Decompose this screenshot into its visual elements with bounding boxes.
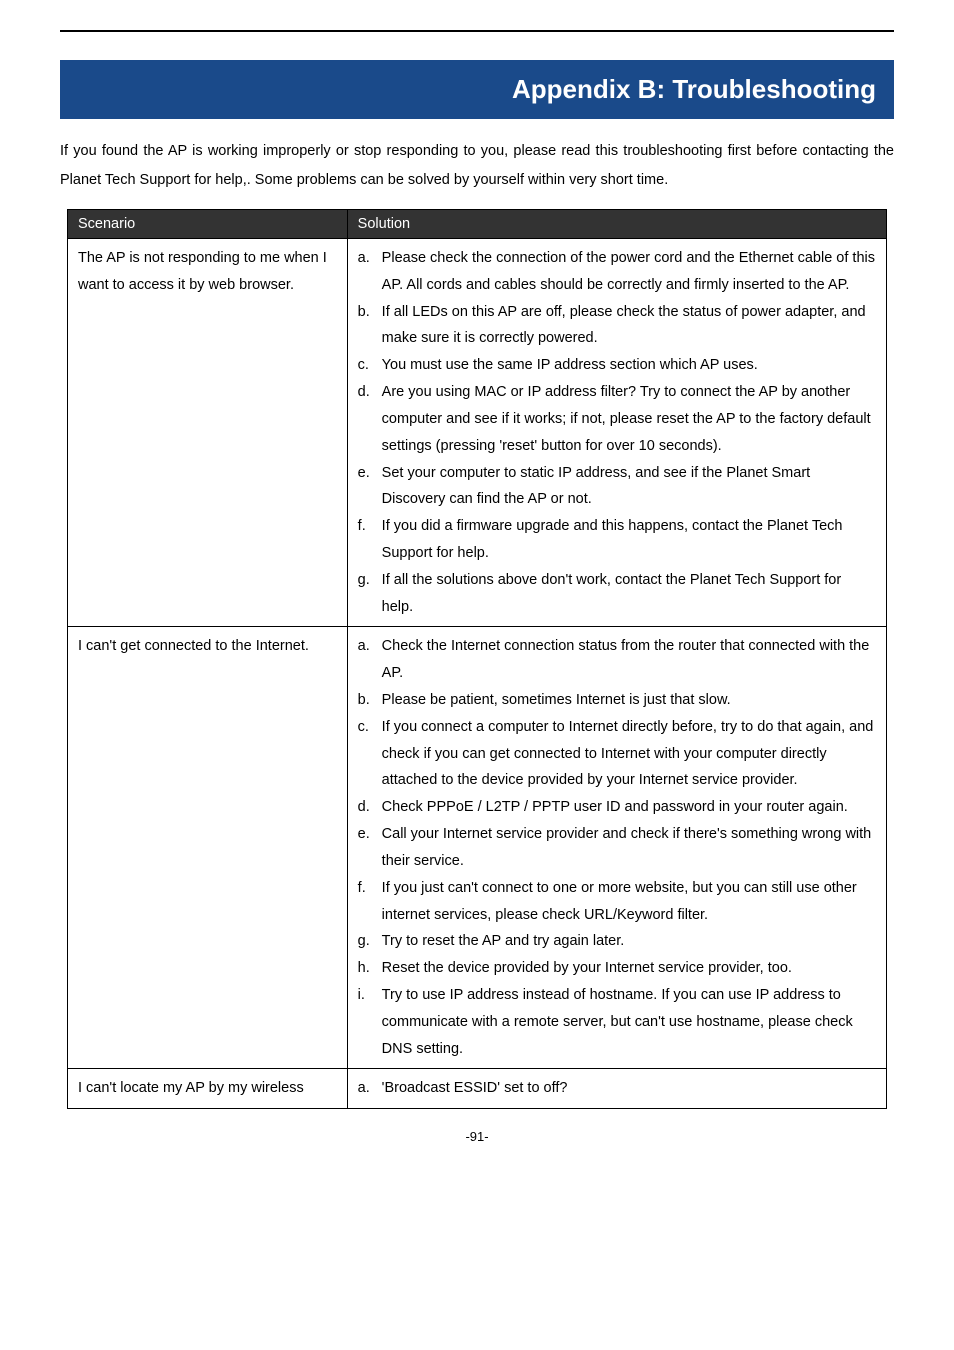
list-marker: c. xyxy=(358,352,382,379)
list-marker: d. xyxy=(358,794,382,821)
solution-item: b.If all LEDs on this AP are off, please… xyxy=(358,299,876,353)
solution-item: a.'Broadcast ESSID' set to off? xyxy=(358,1075,876,1102)
solution-text: If you connect a computer to Internet di… xyxy=(382,714,876,794)
solution-item: e.Set your computer to static IP address… xyxy=(358,460,876,514)
solution-text: Please check the connection of the power… xyxy=(382,245,876,299)
scenario-cell: I can't locate my AP by my wireless xyxy=(68,1069,348,1109)
solution-text: Call your Internet service provider and … xyxy=(382,821,876,875)
list-marker: e. xyxy=(358,460,382,487)
list-marker: f. xyxy=(358,875,382,902)
table-row: The AP is not responding to me when I wa… xyxy=(68,239,887,627)
solution-text: You must use the same IP address section… xyxy=(382,352,876,379)
col-header-scenario: Scenario xyxy=(68,210,348,239)
solution-item: i.Try to use IP address instead of hostn… xyxy=(358,982,876,1062)
solution-list: a.Please check the connection of the pow… xyxy=(358,245,876,620)
solution-item: d.Check PPPoE / L2TP / PPTP user ID and … xyxy=(358,794,876,821)
solution-list: a.Check the Internet connection status f… xyxy=(358,633,876,1062)
solution-cell: a.Please check the connection of the pow… xyxy=(347,239,886,627)
list-marker: g. xyxy=(358,928,382,955)
solution-text: Check PPPoE / L2TP / PPTP user ID and pa… xyxy=(382,794,876,821)
solution-text: Check the Internet connection status fro… xyxy=(382,633,876,687)
list-marker: g. xyxy=(358,567,382,594)
solution-text: Please be patient, sometimes Internet is… xyxy=(382,687,876,714)
list-marker: h. xyxy=(358,955,382,982)
solution-item: a.Check the Internet connection status f… xyxy=(358,633,876,687)
solution-list: a.'Broadcast ESSID' set to off? xyxy=(358,1075,876,1102)
table-row: I can't get connected to the Internet.a.… xyxy=(68,627,887,1069)
solution-item: c.You must use the same IP address secti… xyxy=(358,352,876,379)
solution-item: f.If you did a firmware upgrade and this… xyxy=(358,513,876,567)
list-marker: a. xyxy=(358,1075,382,1102)
list-marker: b. xyxy=(358,299,382,326)
list-marker: a. xyxy=(358,245,382,272)
scenario-cell: The AP is not responding to me when I wa… xyxy=(68,239,348,627)
solution-item: f.If you just can't connect to one or mo… xyxy=(358,875,876,929)
col-header-solution: Solution xyxy=(347,210,886,239)
solution-text: Try to use IP address instead of hostnam… xyxy=(382,982,876,1062)
solution-text: If all the solutions above don't work, c… xyxy=(382,567,876,621)
solution-text: Try to reset the AP and try again later. xyxy=(382,928,876,955)
solution-text: 'Broadcast ESSID' set to off? xyxy=(382,1075,876,1102)
solution-item: a.Please check the connection of the pow… xyxy=(358,245,876,299)
table-row: I can't locate my AP by my wireless a.'Br… xyxy=(68,1069,887,1109)
solution-cell: a.'Broadcast ESSID' set to off? xyxy=(347,1069,886,1109)
scenario-cell: I can't get connected to the Internet. xyxy=(68,627,348,1069)
list-marker: b. xyxy=(358,687,382,714)
list-marker: e. xyxy=(358,821,382,848)
appendix-banner: Appendix B: Troubleshooting xyxy=(60,60,894,119)
solution-item: g.If all the solutions above don't work,… xyxy=(358,567,876,621)
troubleshooting-table: Scenario Solution The AP is not respondi… xyxy=(67,209,887,1109)
solution-text: If you did a firmware upgrade and this h… xyxy=(382,513,876,567)
page-number: -91- xyxy=(60,1129,894,1144)
solution-text: If all LEDs on this AP are off, please c… xyxy=(382,299,876,353)
top-rule xyxy=(60,30,894,32)
solution-text: Set your computer to static IP address, … xyxy=(382,460,876,514)
list-marker: f. xyxy=(358,513,382,540)
solution-item: e.Call your Internet service provider an… xyxy=(358,821,876,875)
intro-paragraph: If you found the AP is working improperl… xyxy=(60,137,894,195)
list-marker: c. xyxy=(358,714,382,741)
solution-item: h.Reset the device provided by your Inte… xyxy=(358,955,876,982)
solution-item: c.If you connect a computer to Internet … xyxy=(358,714,876,794)
list-marker: d. xyxy=(358,379,382,406)
table-header-row: Scenario Solution xyxy=(68,210,887,239)
solution-item: d.Are you using MAC or IP address filter… xyxy=(358,379,876,459)
solution-cell: a.Check the Internet connection status f… xyxy=(347,627,886,1069)
solution-text: Reset the device provided by your Intern… xyxy=(382,955,876,982)
list-marker: a. xyxy=(358,633,382,660)
solution-text: Are you using MAC or IP address filter? … xyxy=(382,379,876,459)
list-marker: i. xyxy=(358,982,382,1009)
solution-item: b.Please be patient, sometimes Internet … xyxy=(358,687,876,714)
solution-text: If you just can't connect to one or more… xyxy=(382,875,876,929)
solution-item: g.Try to reset the AP and try again late… xyxy=(358,928,876,955)
